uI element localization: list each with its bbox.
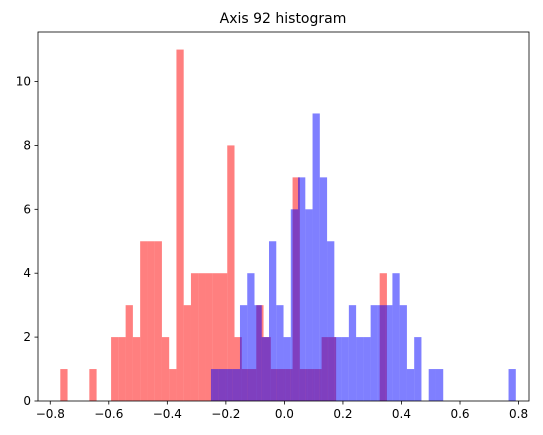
x-tick-label: 0.2 — [333, 407, 352, 421]
histogram-bar-series-0 — [212, 273, 220, 401]
histogram-bar-series-1 — [428, 369, 436, 401]
x-tick-label: 0.8 — [509, 407, 528, 421]
y-tick-label: 2 — [23, 330, 31, 344]
histogram-bar-series-1 — [363, 337, 371, 401]
y-tick-label: 0 — [23, 394, 31, 408]
histogram-bar-series-1 — [312, 113, 320, 401]
histogram-bar-series-0 — [205, 273, 213, 401]
histogram-bar-series-1 — [254, 305, 262, 401]
histogram-bar-series-1 — [370, 305, 378, 401]
histogram-bar-series-0 — [176, 49, 184, 401]
plot-frame — [37, 31, 530, 402]
histogram-bar-series-0 — [132, 337, 141, 401]
x-tick-label: 0.0 — [275, 407, 294, 421]
axes-layer: −0.8 −0.6 −0.4 −0.2 0.0 0.2 0.4 0.6 0.8 0 2 4 6 8 10 — [16, 31, 530, 421]
histogram-bar-series-0 — [89, 369, 97, 401]
x-tick-label: −0.8 — [36, 407, 65, 421]
histogram-bar-series-1 — [225, 369, 233, 401]
y-tick-label: 10 — [16, 75, 31, 89]
histogram-bar-series-0 — [169, 369, 177, 401]
histogram-bar-series-0 — [118, 337, 126, 401]
histogram-bar-series-1 — [406, 369, 415, 401]
histogram-bar-series-1 — [508, 369, 516, 401]
histogram-bar-series-0 — [161, 337, 170, 401]
chart-title: Axis 92 histogram — [220, 11, 347, 27]
histogram-bar-series-1 — [385, 305, 393, 401]
histogram-bar-series-1 — [247, 273, 255, 401]
histogram-bar-series-0 — [111, 337, 119, 401]
histogram-bar-series-0 — [154, 241, 162, 401]
histogram-bar-series-0 — [227, 145, 235, 401]
y-tick-label: 6 — [23, 202, 31, 216]
histogram-bar-series-1 — [232, 369, 240, 401]
x-tick-label: 0.4 — [392, 407, 411, 421]
histogram-bar-series-1 — [218, 369, 226, 401]
histogram-bar-series-1 — [392, 273, 400, 401]
histogram-bar-series-0 — [140, 241, 148, 401]
histogram-bar-series-0 — [125, 305, 133, 401]
histogram-bar-series-1 — [319, 177, 328, 401]
histogram-bar-series-1 — [348, 305, 357, 401]
histogram-bar-series-1 — [276, 305, 284, 401]
histogram-bar-series-0 — [190, 273, 199, 401]
histogram-bar-series-0 — [219, 273, 228, 401]
histogram-bar-series-1 — [399, 305, 407, 401]
histogram-bar-series-1 — [239, 305, 248, 401]
x-tick-label: −0.4 — [153, 407, 182, 421]
histogram-bar-series-0 — [183, 305, 191, 401]
histogram-bar-series-1 — [334, 337, 342, 401]
bars-layer — [60, 49, 516, 401]
x-tick-label: −0.2 — [211, 407, 240, 421]
histogram-bar-series-1 — [269, 241, 277, 401]
x-tick-label: 0.6 — [450, 407, 469, 421]
histogram-bar-series-0 — [198, 273, 206, 401]
histogram-bar-series-1 — [298, 177, 306, 401]
histogram-bar-series-0 — [60, 369, 68, 401]
histogram-bar-series-1 — [283, 337, 291, 401]
y-tick-label: 4 — [23, 266, 31, 280]
histogram-bar-series-1 — [377, 305, 386, 401]
histogram-bar-series-1 — [356, 337, 364, 401]
histogram-bar-series-1 — [341, 337, 349, 401]
y-tick-label: 8 — [23, 138, 31, 152]
histogram-bar-series-1 — [327, 241, 335, 401]
histogram-bar-series-1 — [435, 369, 444, 401]
x-tick-label: −0.6 — [94, 407, 123, 421]
histogram-bar-series-1 — [305, 209, 313, 401]
histogram-bar-series-0 — [147, 241, 155, 401]
histogram-bar-series-1 — [290, 209, 299, 401]
histogram-bar-series-1 — [261, 337, 270, 401]
histogram-bar-series-1 — [210, 369, 219, 401]
histogram-bar-series-1 — [414, 337, 422, 401]
